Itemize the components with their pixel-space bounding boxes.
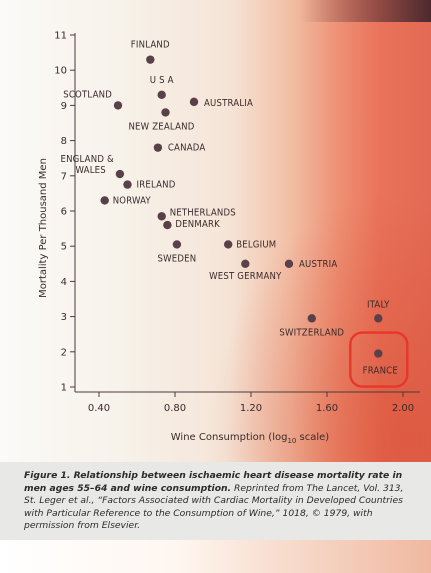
x-tick-label: 0.80 — [164, 403, 186, 414]
y-tick-label: 5 — [61, 242, 67, 253]
x-tick-label: 1.20 — [240, 403, 262, 414]
label-new-zealand: NEW ZEALAND — [128, 121, 194, 132]
label-switzerland: SWITZERLAND — [279, 327, 344, 338]
point-france — [374, 349, 383, 358]
y-tick-label: 4 — [61, 277, 67, 288]
caption-text: Reprinted from The Lancet, Vol. 313, St.… — [24, 482, 404, 532]
y-tick-label: 8 — [61, 136, 67, 147]
y-tick-label: 11 — [54, 31, 67, 42]
label-finland: FINLAND — [131, 40, 170, 51]
label-france: FRANCE — [363, 366, 398, 377]
point-netherlands — [157, 212, 166, 221]
label-denmark: DENMARK — [175, 219, 220, 230]
top-photo-band — [0, 0, 431, 22]
label-austria: AUSTRIA — [299, 259, 337, 270]
chart-point-labels: FINLAND U S A SCOTLAND AUSTRALIA NEW ZEALAND… — [60, 40, 397, 377]
label-sweden: SWEDEN — [157, 253, 196, 264]
x-tick-label: 2.00 — [392, 403, 414, 414]
label-u-s-a: U S A — [150, 75, 174, 86]
x-axis-label: Wine Consumption (log10 scale) — [171, 432, 330, 445]
chart-points — [100, 55, 383, 358]
label-netherlands: NETHERLANDS — [170, 207, 236, 218]
label-england-wales-line2: WALES — [76, 165, 106, 176]
y-tick-label: 3 — [61, 312, 67, 323]
point-england-wales — [115, 169, 125, 179]
point-scotland — [113, 101, 123, 110]
label-norway: NORWAY — [113, 195, 152, 206]
point-west-germany — [241, 259, 250, 268]
point-u-s-a — [157, 90, 166, 100]
point-italy — [374, 314, 383, 323]
point-canada — [153, 143, 163, 152]
label-england-wales-line1: ENGLAND & — [60, 154, 114, 165]
x-tick-label: 0.40 — [88, 403, 110, 414]
label-belgium: BELGIUM — [236, 239, 276, 250]
point-norway — [100, 196, 109, 205]
label-canada: CANADA — [168, 143, 206, 154]
x-axis-label-main: Wine Consumption (log — [171, 432, 288, 443]
y-axis-label: Mortality Per Thousand Men — [38, 158, 49, 298]
x-axis-label-tail: scale) — [296, 432, 329, 443]
label-ireland: IRELAND — [137, 180, 176, 191]
point-australia — [189, 97, 199, 107]
chart-axes — [74, 33, 420, 393]
label-australia: AUSTRALIA — [204, 98, 253, 109]
x-axis-label-sub: 10 — [287, 437, 296, 445]
point-ireland — [123, 180, 132, 189]
point-new-zealand — [161, 108, 170, 117]
x-tick-label: 1.60 — [316, 403, 338, 414]
label-italy: ITALY — [367, 299, 390, 310]
point-finland — [146, 55, 155, 64]
caption-bold: Figure 1. Relationship between ischaemic… — [24, 470, 403, 494]
point-belgium — [224, 240, 233, 249]
bottom-photo-band — [0, 540, 431, 573]
point-sweden — [172, 240, 182, 249]
y-tick-label: 1 — [61, 383, 67, 394]
y-tick-label: 10 — [54, 66, 67, 77]
y-tick-label: 2 — [61, 347, 67, 358]
label-west-germany: WEST GERMANY — [209, 271, 282, 282]
france-highlight-box — [349, 331, 409, 388]
chart-ticks: 1 2 3 4 5 6 7 8 9 10 11 0.40 0.80 1.20 1.60 2.00 — [54, 31, 414, 415]
point-denmark — [163, 220, 172, 230]
label-scotland: SCOTLAND — [63, 89, 112, 100]
y-tick-label: 7 — [61, 171, 67, 182]
y-tick-label: 9 — [61, 101, 67, 112]
label-england-wales: ENGLAND & WALES — [60, 154, 114, 176]
point-switzerland — [307, 314, 316, 323]
scatter-chart: 1 2 3 4 5 6 7 8 9 10 11 0.40 0.80 1.20 1.60 2.00 FINLAN… — [38, 31, 420, 445]
point-austria — [284, 259, 294, 268]
y-tick-label: 6 — [61, 207, 67, 218]
figure-caption: Figure 1. Relationship between ischaemic… — [0, 462, 431, 540]
